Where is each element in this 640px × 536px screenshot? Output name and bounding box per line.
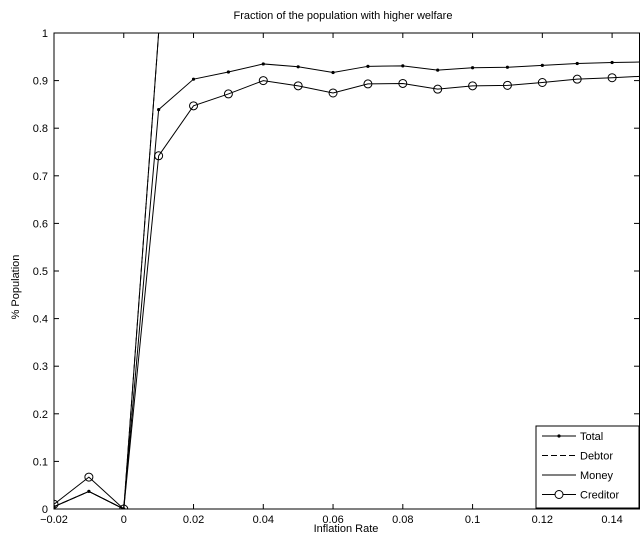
legend: Total Debtor Money Creditor [535, 425, 640, 509]
data-point-creditor [537, 78, 547, 88]
y-tick-label: 0.5 [33, 266, 48, 278]
x-tick-label: 0.1 [465, 514, 480, 526]
data-point-creditor [189, 101, 199, 111]
data-point-creditor [293, 81, 303, 91]
legend-label-creditor: Creditor [580, 490, 619, 502]
chart-title: Fraction of the population with higher w… [234, 10, 453, 22]
plot-area: −0.02 0 0.02 0.04 0.06 0.08 0.1 0.12 0.1400.10.2… [33, 28, 640, 526]
data-point-creditor [54, 499, 59, 509]
x-tick-label: 0.12 [532, 514, 553, 526]
y-tick-label: 0.9 [33, 76, 48, 88]
data-point-creditor [607, 73, 617, 83]
x-tick-label: 0.04 [253, 514, 274, 526]
data-point-creditor [502, 80, 512, 90]
x-tick-label: 0.14 [601, 514, 622, 526]
data-point-creditor [433, 84, 443, 94]
data-point-total [610, 60, 614, 65]
y-tick-label: 0.8 [33, 123, 48, 135]
data-point-total [331, 70, 335, 75]
legend-label-debtor: Debtor [580, 451, 613, 463]
data-point-total [191, 77, 196, 81]
series-line-creditor [54, 75, 640, 509]
data-point-total [157, 108, 161, 112]
legend-marker-total [557, 434, 561, 438]
y-tick-label: 0.3 [33, 361, 48, 373]
x-tick-label: 0.02 [183, 514, 204, 526]
series-line-money [54, 33, 640, 509]
data-point-total [296, 65, 300, 69]
legend-label-money: Money [580, 470, 614, 482]
data-point-creditor [223, 89, 233, 99]
x-tick-label: 0.06 [322, 514, 343, 526]
data-point-total [401, 64, 405, 68]
data-point-creditor [258, 76, 268, 86]
data-point-total [575, 61, 579, 66]
data-point-total [226, 70, 231, 74]
data-point-creditor [468, 81, 478, 91]
data-point-creditor [572, 74, 582, 84]
data-point-total [436, 68, 440, 72]
data-point-total [470, 66, 475, 70]
data-point-creditor [398, 78, 408, 88]
x-axis-label: Inflation Rate [314, 523, 379, 535]
y-tick-label: 0 [42, 504, 48, 516]
y-tick-label: 0.1 [33, 456, 48, 468]
y-tick-label: 0.2 [33, 409, 48, 421]
series-line-total [54, 61, 640, 509]
y-tick-label: 0.6 [33, 218, 48, 230]
y-axis-label: % Population [10, 255, 22, 320]
data-point-total [505, 65, 510, 69]
x-tick-label: 0.08 [392, 514, 413, 526]
y-tick-label: 0.7 [33, 171, 48, 183]
legend-marker-creditor [554, 490, 564, 499]
data-point-creditor [328, 88, 338, 98]
y-tick-label: 1 [42, 28, 48, 40]
data-point-creditor [154, 151, 164, 161]
data-point-creditor [363, 79, 373, 89]
x-tick-label: 0 [121, 514, 127, 526]
data-point-creditor [84, 472, 94, 482]
y-tick-label: 0.4 [33, 314, 48, 326]
series-group [54, 33, 640, 509]
x-tick-label: −0.02 [40, 514, 68, 526]
data-point-creditor [119, 504, 129, 509]
legend-label-total: Total [580, 431, 603, 443]
data-point-total [366, 64, 370, 68]
data-point-total [261, 62, 265, 66]
data-point-total [540, 63, 544, 67]
